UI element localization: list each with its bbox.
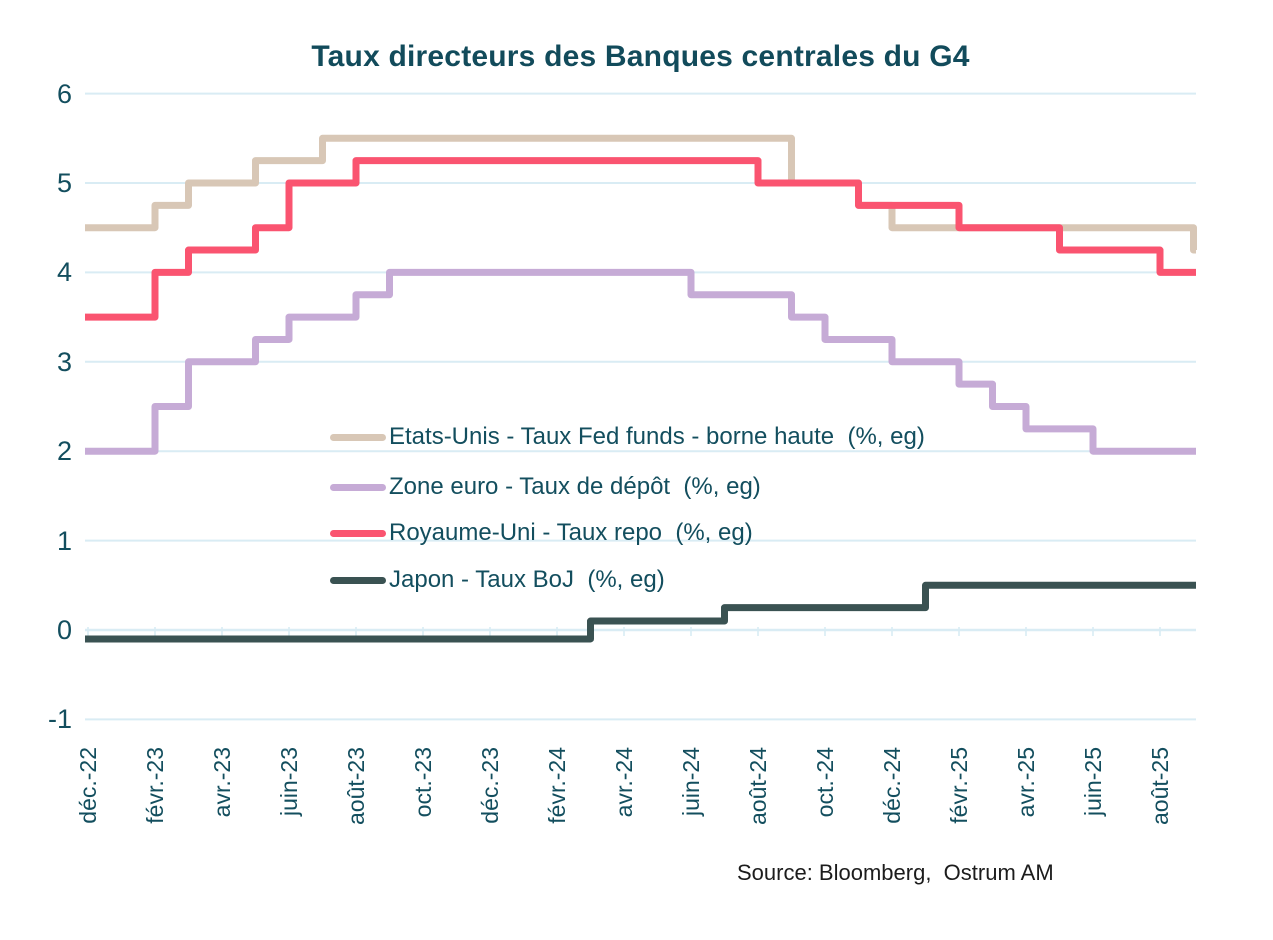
x-tick-label: avr.-24	[611, 747, 637, 818]
series-line-japon	[85, 581, 1196, 643]
y-tick-label-2: 2	[56, 436, 72, 467]
legend-swatch-etats-unis	[330, 433, 386, 441]
series-line-zone	[85, 268, 1196, 455]
x-tick-label: oct.-24	[812, 747, 838, 818]
y-tick-label-0: 0	[56, 615, 72, 645]
legend-label-royaume-uni: Royaume-Uni - Taux repo (%, eg)	[389, 519, 753, 546]
legend-label-japon: Japon - Taux BoJ (%, eg)	[389, 566, 665, 593]
legend-item-royaume-uni: Royaume-Uni - Taux repo (%, eg)	[330, 518, 753, 548]
x-tick-label: oct.-23	[410, 747, 436, 818]
x-tick-label: avr.-25	[1013, 747, 1039, 818]
legend-item-japon: Japon - Taux BoJ (%, eg)	[330, 565, 665, 595]
x-tick-label: avr.-23	[209, 747, 235, 818]
series-line-etats-unis	[85, 134, 1197, 254]
y-tick-label--1: -1	[47, 704, 72, 735]
y-tick-label-4: 4	[56, 257, 72, 288]
chart-title: Taux directeurs des Banques centrales du…	[311, 40, 970, 73]
x-tick-label: déc.-24	[879, 747, 905, 824]
legend-label-zone: Zone euro - Taux de dépôt (%, eg)	[389, 473, 761, 500]
x-tick-label: déc.-22	[75, 747, 101, 824]
legend-label-etats-unis: Etats-Unis - Taux Fed funds - borne haut…	[389, 423, 925, 450]
source-caption: Source: Bloomberg, Ostrum AM	[737, 860, 1054, 885]
legend-item-zone: Zone euro - Taux de dépôt (%, eg)	[330, 472, 761, 502]
x-tick-label: août-23	[343, 747, 369, 826]
y-tick-label-6: 6	[56, 78, 72, 109]
x-tick-label: juin-25	[1080, 747, 1106, 817]
x-tick-label: déc.-23	[477, 747, 503, 824]
y-tick-label-5: 5	[56, 168, 72, 198]
x-tick-label: févr.-24	[544, 747, 570, 824]
legend-swatch-royaume-uni	[330, 529, 386, 537]
legend-swatch-japon	[330, 576, 386, 584]
y-tick-label-1: 1	[56, 525, 72, 556]
x-tick-label: août-25	[1147, 747, 1173, 826]
legend-swatch-zone	[330, 483, 386, 491]
x-tick-label: juin-23	[276, 747, 302, 817]
x-tick-label: août-24	[745, 747, 771, 826]
x-tick-label: juin-24	[678, 747, 704, 817]
series-line-royaume-uni	[85, 157, 1196, 321]
x-tick-label: févr.-23	[142, 747, 168, 824]
x-tick-label: févr.-25	[946, 747, 972, 824]
y-tick-label-3: 3	[56, 346, 72, 377]
legend-item-etats-unis: Etats-Unis - Taux Fed funds - borne haut…	[330, 422, 925, 452]
